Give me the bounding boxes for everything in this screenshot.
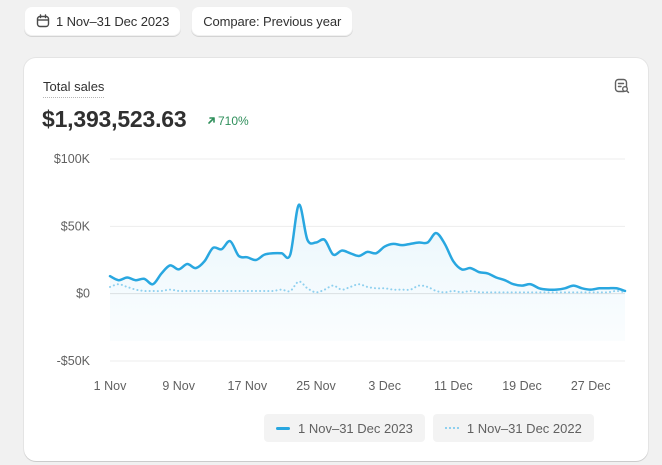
chart-search-icon[interactable]	[614, 78, 630, 99]
x-tick-label: 9 Nov	[162, 379, 195, 393]
total-sales-card: Total sales $1,393,523.63 710% $100K $50K…	[24, 58, 648, 461]
legend-item-current[interactable]: 1 Nov–31 Dec 2023	[264, 414, 425, 442]
x-tick-label: 25 Nov	[296, 379, 336, 393]
toolbar: 1 Nov–31 Dec 2023 Compare: Previous year	[24, 6, 354, 36]
previous-series-line	[109, 280, 626, 294]
metric-value: $1,393,523.63	[42, 106, 187, 132]
y-tick-label: $50K	[61, 219, 91, 233]
x-tick-label: 27 Dec	[571, 379, 611, 393]
arrow-up-right-icon	[207, 114, 216, 128]
x-tick-label: 3 Dec	[368, 379, 401, 393]
x-tick-label: 17 Nov	[228, 379, 268, 393]
y-axis: $100K $50K $0 -$50K	[54, 152, 91, 368]
y-tick-label: -$50K	[57, 354, 91, 368]
current-series-area	[110, 204, 625, 341]
sales-line-chart[interactable]: $100K $50K $0 -$50K 1 Nov 9 Nov 17 Nov 25 Nov 3…	[24, 58, 648, 461]
metric-change-value: 710%	[218, 114, 249, 128]
y-tick-label: $0	[76, 287, 90, 301]
date-range-label: 1 Nov–31 Dec 2023	[56, 13, 170, 29]
legend-label: 1 Nov–31 Dec 2022	[466, 420, 582, 436]
legend-item-previous[interactable]: 1 Nov–31 Dec 2022	[432, 414, 594, 442]
compare-button[interactable]: Compare: Previous year	[191, 6, 354, 36]
y-tick-label: $100K	[54, 152, 91, 166]
compare-label: Compare: Previous year	[203, 13, 342, 29]
calendar-icon	[36, 14, 50, 28]
date-range-button[interactable]: 1 Nov–31 Dec 2023	[24, 6, 182, 36]
dotted-line-swatch-icon	[444, 426, 459, 430]
chart-legend: 1 Nov–31 Dec 2023 1 Nov–31 Dec 2022	[264, 414, 594, 442]
solid-line-swatch-icon	[276, 426, 290, 430]
x-tick-label: 19 Dec	[502, 379, 542, 393]
metric-title[interactable]: Total sales	[43, 79, 105, 98]
x-axis: 1 Nov 9 Nov 17 Nov 25 Nov 3 Dec 11 Dec 19 Dec 2…	[94, 379, 611, 393]
metric-change: 710%	[207, 114, 249, 128]
legend-label: 1 Nov–31 Dec 2023	[298, 420, 413, 436]
x-tick-label: 1 Nov	[94, 379, 127, 393]
current-series-line	[108, 203, 627, 293]
x-tick-label: 11 Dec	[434, 379, 473, 393]
